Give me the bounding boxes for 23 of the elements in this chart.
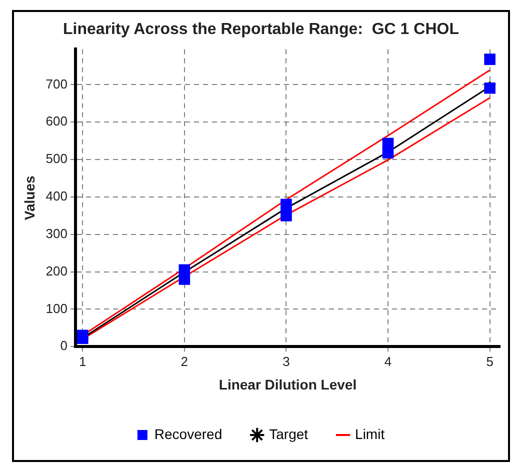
chart-title: Linearity Across the Reportable Range: GC 1 CHOL xyxy=(63,21,460,38)
x-tick-label: 3 xyxy=(282,354,290,369)
x-tick-label: 2 xyxy=(180,354,188,369)
legend-label: Limit xyxy=(355,426,385,442)
y-tick-label: 100 xyxy=(46,300,68,316)
y-tick-label: 400 xyxy=(46,188,68,204)
point xyxy=(280,198,292,210)
y-tick-label: 200 xyxy=(46,263,68,278)
legend-label: Target xyxy=(269,426,308,442)
x-tick-label: 4 xyxy=(384,354,392,369)
x-tick-label: 1 xyxy=(79,354,86,369)
point xyxy=(484,54,496,65)
x-axis-title: Linear Dilution Level xyxy=(218,376,357,392)
y-tick-label: 300 xyxy=(46,226,68,241)
legend-label: Recovered xyxy=(154,426,222,442)
y-tick-label: 600 xyxy=(46,114,68,129)
y-tick-label: 500 xyxy=(46,151,68,166)
x-tick-label: 5 xyxy=(486,354,494,369)
point xyxy=(280,210,292,222)
y-tick-label: 0 xyxy=(60,338,68,354)
point xyxy=(178,274,190,285)
y-tick-label: 700 xyxy=(46,76,68,92)
y-axis-title: Values xyxy=(21,176,38,220)
